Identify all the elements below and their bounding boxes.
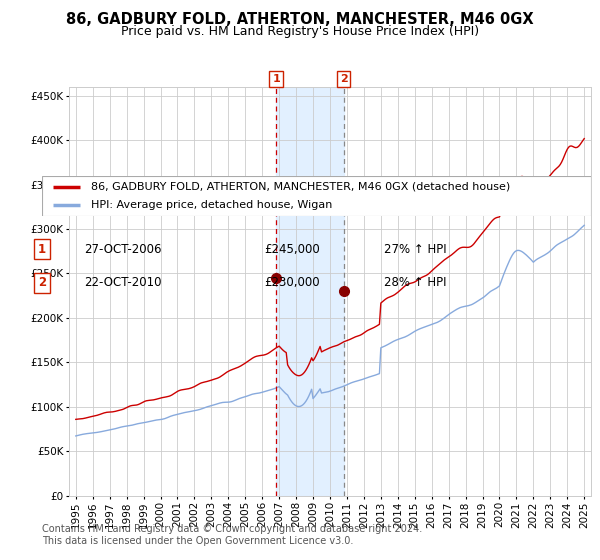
Text: 27% ↑ HPI: 27% ↑ HPI	[384, 242, 446, 256]
Text: £230,000: £230,000	[264, 276, 320, 290]
Text: 27-OCT-2006: 27-OCT-2006	[84, 242, 161, 256]
Text: HPI: Average price, detached house, Wigan: HPI: Average price, detached house, Wiga…	[91, 200, 333, 210]
Text: Contains HM Land Registry data © Crown copyright and database right 2024.
This d: Contains HM Land Registry data © Crown c…	[42, 524, 422, 546]
Text: 28% ↑ HPI: 28% ↑ HPI	[384, 276, 446, 290]
Text: 86, GADBURY FOLD, ATHERTON, MANCHESTER, M46 0GX: 86, GADBURY FOLD, ATHERTON, MANCHESTER, …	[66, 12, 534, 27]
Text: 2: 2	[340, 74, 347, 84]
Text: £245,000: £245,000	[264, 242, 320, 256]
Text: 1: 1	[38, 242, 46, 256]
Text: 2: 2	[38, 276, 46, 290]
Text: Price paid vs. HM Land Registry's House Price Index (HPI): Price paid vs. HM Land Registry's House …	[121, 25, 479, 38]
Text: 86, GADBURY FOLD, ATHERTON, MANCHESTER, M46 0GX (detached house): 86, GADBURY FOLD, ATHERTON, MANCHESTER, …	[91, 182, 511, 192]
Bar	[276, 87, 344, 496]
Text: 22-OCT-2010: 22-OCT-2010	[84, 276, 161, 290]
FancyBboxPatch shape	[42, 176, 591, 216]
Text: 1: 1	[272, 74, 280, 84]
